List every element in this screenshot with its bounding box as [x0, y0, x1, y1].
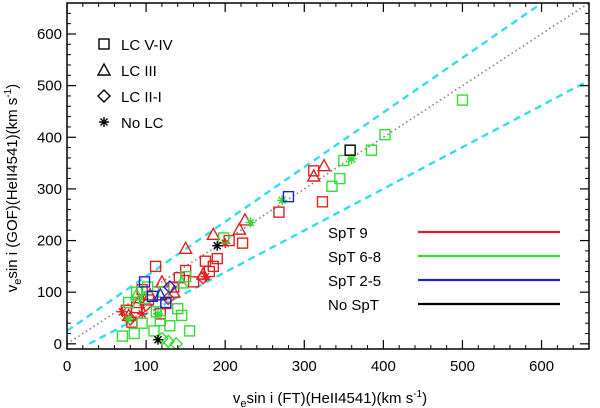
data-point: [316, 158, 332, 172]
x-tick-label: 200: [213, 358, 238, 375]
legend-marker-label: LC III: [121, 63, 157, 80]
data-point: [178, 240, 193, 254]
data-point: [344, 144, 356, 156]
legend-color-label: SpT 2-5: [328, 273, 381, 290]
data-point: [175, 309, 188, 322]
data-point: [338, 154, 350, 167]
data-point: [365, 144, 378, 156]
legend-marker-label: No LC: [121, 115, 164, 132]
data-point: [273, 206, 285, 218]
data-point: [174, 275, 189, 289]
data-point: [148, 325, 160, 337]
data-point: [306, 168, 321, 182]
legend-marker-label: LC II-I: [121, 89, 162, 106]
data-point: [245, 217, 256, 228]
data-point: [129, 287, 144, 301]
data-point: [334, 172, 346, 185]
legend-color-label: No SpT: [328, 297, 379, 314]
data-point: [138, 276, 151, 288]
data-point: [212, 240, 223, 251]
y-axis-label: vesin i (GOF)(HeII4541)(km s-1): [3, 84, 24, 292]
data-point: [346, 153, 357, 164]
legend-color-label: SpT 6-8: [328, 249, 381, 266]
y-tick-label: 200: [37, 233, 62, 250]
data-point: [164, 320, 176, 332]
data-point: [179, 271, 192, 283]
data-point: [150, 306, 163, 318]
x-tick-label: 100: [134, 358, 159, 375]
data-point: [277, 195, 288, 206]
legend-asterisk-marker: [99, 117, 109, 127]
data-point: [116, 330, 129, 342]
legend-diamond-marker: [97, 89, 111, 103]
legend-color-label: SpT 9: [328, 225, 368, 242]
y-tick-label: 400: [37, 129, 62, 146]
y-tick-label: 600: [37, 26, 62, 43]
data-point: [172, 303, 184, 315]
data-point: [161, 334, 176, 349]
x-axis-label: vesin i (FT)(HeII4541)(km s-1): [233, 389, 427, 408]
data-points: [116, 94, 469, 349]
color-legend: SpT 9 SpT 6-8 SpT 2-5 No SpT: [328, 225, 560, 314]
data-point: [379, 128, 391, 141]
data-point: [122, 296, 135, 309]
lower-bound-line: [88, 79, 589, 345]
data-point: [153, 287, 168, 301]
data-point: [137, 308, 148, 319]
data-point: [123, 314, 134, 325]
data-point: [217, 232, 230, 244]
x-tick-label: 400: [371, 358, 396, 375]
data-point: [149, 260, 162, 273]
x-tick-label: 300: [292, 358, 317, 375]
plot-border: [66, 2, 590, 350]
legend-triangle-marker: [96, 62, 112, 76]
marker-legend: LC V-IV LC III LC II-I No LC: [96, 37, 173, 132]
data-point: [136, 317, 148, 329]
x-tick-label: 600: [529, 358, 554, 375]
one-to-one-line: [67, 3, 589, 345]
data-point: [232, 221, 247, 235]
data-point: [128, 327, 140, 340]
data-point: [179, 264, 192, 277]
x-tick-label: 500: [450, 358, 475, 375]
y-tick-label: 0: [54, 336, 62, 353]
data-point: [200, 271, 211, 282]
data-point: [131, 295, 146, 309]
y-tick-label: 300: [37, 181, 62, 198]
data-point: [152, 334, 163, 345]
data-point: [183, 325, 196, 337]
plot-frame: [66, 2, 590, 350]
data-point: [117, 306, 128, 317]
data-point: [173, 272, 186, 284]
reference-lines: [67, 3, 589, 345]
data-point: [326, 180, 338, 193]
upper-bound-line: [67, 3, 544, 332]
data-point: [456, 94, 469, 106]
y-tick-label: 500: [37, 78, 62, 95]
data-point: [152, 308, 163, 319]
data-point: [211, 252, 223, 265]
data-point: [316, 196, 329, 208]
y-tick-label: 100: [37, 284, 62, 301]
legend-marker-label: LC V-IV: [121, 37, 173, 54]
legend-square-marker: [98, 38, 110, 50]
data-point: [162, 280, 177, 295]
data-point: [169, 336, 184, 349]
data-point: [146, 290, 159, 303]
data-point: [207, 260, 220, 273]
data-point: [236, 237, 249, 249]
axis-ticks: 0 100 200 300 400 500 600 0 100 200 300 400 500 600: [37, 3, 589, 375]
data-point: [130, 286, 143, 298]
data-point: [206, 226, 221, 241]
x-tick-label: 0: [63, 358, 71, 375]
data-point: [282, 190, 295, 203]
